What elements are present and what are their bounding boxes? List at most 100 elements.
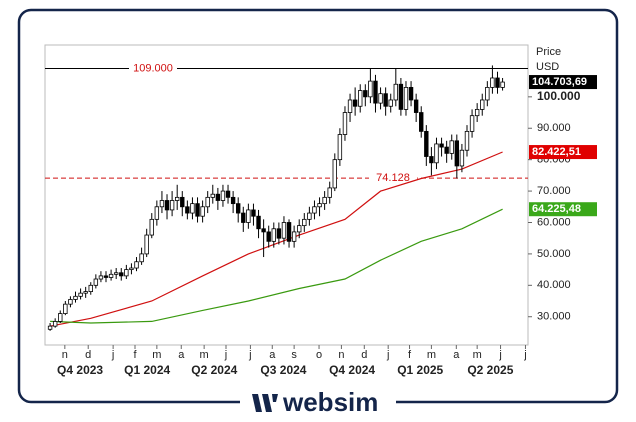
x-tick-label: a: [178, 349, 185, 361]
candle-body: [449, 140, 454, 154]
y-tick-label: 60.000: [537, 216, 571, 228]
candle-body: [302, 218, 307, 227]
candle-body: [159, 200, 165, 208]
last-value-label: 104.703,69: [532, 76, 587, 88]
candle-body: [317, 203, 322, 208]
candle-body: [103, 275, 109, 278]
candle-body: [276, 228, 282, 239]
last-value-box: [529, 75, 597, 90]
candle-body: [352, 99, 358, 107]
brand: websim: [282, 387, 378, 417]
candle-body: [220, 190, 226, 201]
candle-body: [98, 275, 104, 280]
x-tick-label: d: [361, 349, 367, 361]
candle-body: [439, 143, 444, 148]
candle-body: [185, 206, 190, 214]
last-value-label: 64.225,48: [532, 203, 581, 215]
candle-body: [261, 228, 266, 233]
candle-body: [297, 225, 302, 233]
x-tick-label: j: [248, 349, 251, 361]
candle-body: [424, 130, 429, 157]
candle-body: [454, 140, 460, 167]
x-tick-label: j: [386, 349, 389, 361]
candle-body: [307, 212, 312, 220]
candle-body: [312, 206, 317, 214]
candle-body: [408, 87, 414, 101]
candle-body: [169, 200, 175, 211]
candle-body: [154, 206, 160, 220]
y-tick-label: 40.000: [537, 279, 571, 291]
reference-label-bg: [129, 62, 177, 75]
candle-body: [139, 253, 144, 263]
candle-body: [434, 143, 439, 164]
candle-body: [347, 99, 353, 113]
candle-body: [480, 99, 485, 110]
candle-body: [332, 159, 337, 189]
candle-body: [495, 77, 500, 88]
candle-body: [286, 222, 292, 242]
candle-body: [52, 321, 58, 327]
x-tick-label: j: [498, 349, 501, 361]
unit: USD: [536, 61, 559, 73]
moving-average: [50, 208, 503, 324]
candle-body: [129, 267, 134, 271]
y-tick-label: 50.000: [537, 248, 571, 260]
candle-body: [398, 83, 404, 110]
candle-body: [474, 108, 480, 117]
y-tick-label: 70.000: [537, 185, 571, 197]
reference-label: 74.128: [376, 172, 410, 184]
x-tick-label: f: [408, 349, 412, 361]
x-tick-label: s: [291, 349, 297, 361]
x-tick-label: j: [111, 349, 114, 361]
candle-body: [113, 272, 119, 275]
candle-body: [215, 193, 221, 201]
candle-body: [373, 80, 378, 104]
candle-body: [271, 228, 276, 242]
quarter-label: Q2 2025: [467, 363, 513, 377]
candle-body: [58, 313, 63, 322]
x-tick-label: j: [224, 349, 227, 361]
candle-body: [235, 203, 241, 214]
candle-body: [144, 234, 149, 255]
x-tick-label: d: [85, 349, 91, 361]
candle-body: [190, 203, 195, 214]
candle-body: [469, 115, 475, 132]
x-tick-label: j: [523, 349, 526, 361]
candle-body: [149, 218, 154, 236]
candle-body: [195, 203, 200, 217]
candle-body: [500, 81, 505, 88]
candle-body: [225, 190, 231, 198]
y-tick-label: 90.000: [537, 122, 571, 134]
candle-body: [413, 99, 419, 113]
candle-body: [88, 284, 93, 292]
candle-body: [73, 295, 78, 300]
candle-body: [108, 273, 114, 278]
candle-body: [266, 231, 271, 242]
quarter-label: Q2 2024: [191, 363, 237, 377]
candle-body: [444, 146, 449, 154]
quarter-label: Q4 2023: [57, 363, 103, 377]
quarter-label: Q1 2024: [124, 363, 170, 377]
candle-body: [124, 269, 129, 277]
candle-body: [205, 196, 210, 208]
reference-label-bg: [369, 172, 417, 185]
x-tick-label: m: [200, 349, 209, 361]
x-tick-label: m: [473, 349, 482, 361]
x-tick-label: f: [133, 349, 137, 361]
candle-body: [246, 209, 251, 223]
candle-body: [180, 196, 185, 208]
candle-body: [210, 193, 215, 198]
candle-body: [419, 112, 424, 132]
candle-body: [403, 87, 409, 110]
candle-body: [337, 134, 343, 161]
axis-title: Price: [536, 46, 561, 58]
candle-body: [363, 90, 368, 98]
candle-body: [378, 93, 383, 104]
candle-body: [358, 90, 363, 107]
x-tick-label: m: [152, 349, 161, 361]
last-value-box: [529, 145, 597, 160]
x-tick-label: o: [316, 349, 322, 361]
candle-body: [368, 80, 373, 98]
candle-body: [119, 272, 124, 277]
